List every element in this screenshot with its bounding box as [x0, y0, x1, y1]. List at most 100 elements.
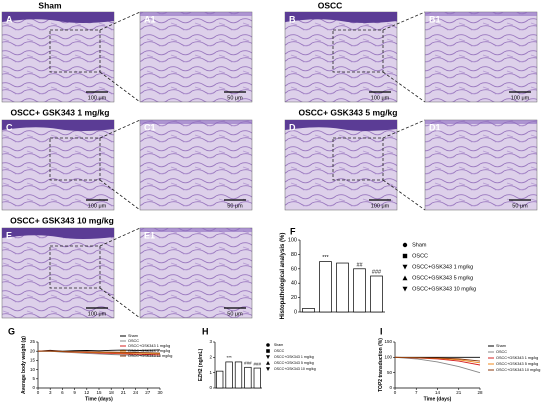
histology-image [1, 227, 115, 319]
panel-label: E1 [144, 230, 155, 240]
legend-label: OSCC+GSK343 1 mg/kg [128, 344, 170, 348]
histology-image [284, 119, 398, 211]
bar [336, 262, 349, 313]
legend-label: OSCC+GSK343 10 mg/kg [412, 286, 476, 292]
significance-label: *** [322, 255, 329, 261]
legend-symbol [266, 343, 270, 347]
panel-label: A [6, 14, 13, 24]
x-tick-label: 21 [456, 390, 462, 395]
histology-image [139, 119, 253, 211]
zoom-connector [382, 119, 426, 139]
panel-label: E [6, 230, 12, 240]
significance-label: ### [372, 269, 382, 275]
zoom-box [332, 29, 384, 73]
group-title: OSCC [318, 0, 343, 10]
bar [216, 370, 224, 389]
zoom-connector [99, 119, 141, 139]
legend-label: OSCC+GSK343 10 mg/kg [128, 354, 172, 358]
scale-label: 100 μm [88, 203, 107, 209]
x-tick-label: 7 [415, 390, 418, 395]
x-tick-label: 9 [73, 390, 76, 395]
scale-label: 50 μm [227, 311, 243, 317]
epidermis [140, 12, 252, 16]
bar [234, 361, 243, 389]
y-tick-label: 3 [209, 339, 212, 344]
epidermis [425, 12, 537, 16]
series-line [37, 350, 161, 354]
scale-label: 100 μm [88, 95, 107, 101]
panel-label: G [8, 326, 15, 336]
scale-label: 100 μm [511, 95, 530, 101]
zoom-connector [382, 179, 426, 211]
legend-label: OSCC+GSK343 10 mg/kg [496, 368, 540, 372]
scale-label: 50 μm [227, 203, 243, 209]
x-tick-label: 18 [109, 390, 115, 395]
y-tick-label: 20 [291, 295, 297, 301]
legend-symbol [265, 360, 271, 365]
y-tick-label: 80 [291, 252, 297, 258]
y-tick-label: 0 [32, 385, 35, 390]
y-tick-label: 100 [288, 237, 297, 243]
bar [244, 366, 252, 389]
y-tick-label: 150 [384, 339, 392, 344]
y-tick-label: 60 [291, 266, 297, 272]
panel-label: B1 [429, 14, 441, 24]
scale-label: 50 μm [512, 203, 528, 209]
legend-label: Sham [496, 344, 506, 348]
legend-symbol [265, 355, 271, 360]
legend-label: OSCC [496, 350, 507, 354]
histology-image [424, 11, 538, 103]
series-line [394, 356, 481, 362]
x-tick-label: 6 [61, 390, 64, 395]
legend-symbol [266, 349, 270, 353]
panel-label: B [289, 14, 296, 24]
series-line [394, 356, 481, 374]
zoom-box [332, 137, 384, 181]
x-tick-label: 24 [133, 390, 139, 395]
significance-label: *** [226, 355, 232, 360]
scale-label: 100 μm [371, 95, 390, 101]
scale-label: 50 μm [227, 95, 243, 101]
legend-label: OSCC+GSK343 10 mg/kg [274, 367, 316, 371]
legend-symbol [402, 275, 408, 281]
panel-label: D1 [429, 122, 441, 132]
bar [319, 261, 332, 313]
panel-label: F [290, 226, 296, 236]
x-tick-label: 12 [84, 390, 90, 395]
epidermis [2, 12, 114, 23]
significance-label: ### [244, 360, 252, 365]
zoom-connector [99, 11, 141, 31]
y-tick-label: 10 [30, 367, 36, 372]
y-tick-label: 40 [291, 281, 297, 287]
zoom-connector [99, 227, 141, 247]
group-title: OSCC+ GSK343 10 mg/kg [10, 215, 114, 225]
histology-image [284, 11, 398, 103]
epidermis [2, 120, 114, 131]
y-tick-label: 5 [32, 376, 35, 381]
bar [225, 361, 233, 389]
group-title: OSCC+ GSK343 5 mg/kg [299, 107, 398, 117]
y-tick-label: 0 [209, 385, 212, 390]
legend-symbol [265, 367, 271, 372]
y-axis-label: EZH2 (ng/mL) [198, 348, 204, 381]
zoom-box [49, 29, 101, 73]
x-tick-label: 21 [121, 390, 127, 395]
y-tick-label: 20 [30, 348, 36, 353]
x-tick-label: 14 [435, 390, 441, 395]
y-tick-label: 0 [294, 309, 297, 315]
epidermis [425, 120, 537, 124]
x-tick-label: 0 [394, 390, 397, 395]
zoom-connector [382, 71, 426, 103]
epidermis [140, 120, 252, 124]
significance-label: ### [254, 361, 262, 366]
legend-label: Sham [412, 242, 427, 248]
y-tick-label: 2 [209, 355, 212, 360]
panel-label: I [380, 326, 383, 336]
panel-label: D [289, 122, 296, 132]
panel-label: C1 [144, 122, 156, 132]
legend-label: OSCC [128, 339, 139, 343]
bar [253, 367, 261, 389]
bar [302, 308, 315, 313]
legend-label: OSCC+GSK343 5 mg/kg [128, 349, 170, 353]
epidermis [285, 120, 397, 131]
